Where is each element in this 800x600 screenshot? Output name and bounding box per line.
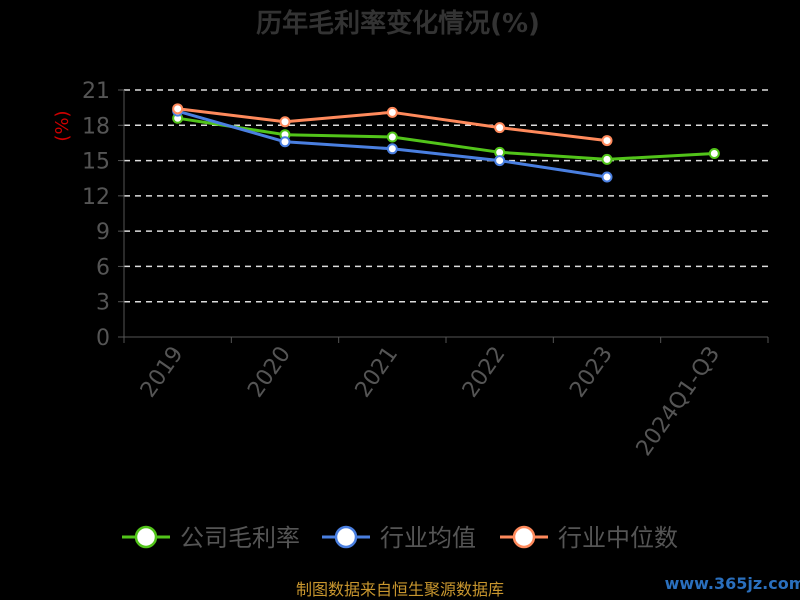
y-tick-label: 3 xyxy=(96,291,110,316)
data-point xyxy=(601,135,613,147)
gridlines xyxy=(124,89,768,303)
y-tick-label: 0 xyxy=(96,326,110,351)
data-point xyxy=(386,143,398,155)
x-tick-label: 2019 xyxy=(136,342,189,402)
legend-item[interactable]: 行业均值 xyxy=(322,524,476,552)
series-lines xyxy=(172,103,720,183)
legend-item[interactable]: 公司毛利率 xyxy=(122,524,300,552)
x-tick-label: 2021 xyxy=(351,342,404,402)
data-point xyxy=(279,116,291,128)
source-note: 制图数据来自恒生聚源数据库 xyxy=(296,580,504,599)
y-tick-label: 18 xyxy=(82,114,110,139)
y-tick-label: 15 xyxy=(82,150,110,175)
legend-item[interactable]: 行业中位数 xyxy=(500,524,678,552)
x-tick-label: 2020 xyxy=(243,342,296,402)
data-point xyxy=(279,136,291,148)
x-tick-label: 2024Q1-Q3 xyxy=(632,342,726,461)
y-axis-label: (%) xyxy=(52,110,73,141)
legend-swatch-marker xyxy=(334,525,358,549)
data-point xyxy=(386,131,398,143)
series-line xyxy=(177,116,715,161)
legend-label: 行业均值 xyxy=(380,524,476,552)
legend-label: 行业中位数 xyxy=(558,524,678,552)
legend[interactable]: 公司毛利率 行业均值 行业中位数 xyxy=(122,524,678,552)
legend-swatch-marker xyxy=(134,525,158,549)
legend-label: 公司毛利率 xyxy=(180,524,300,552)
data-point xyxy=(494,122,506,134)
data-point xyxy=(708,148,720,160)
data-point xyxy=(494,155,506,167)
watermark: www.365jz.com xyxy=(665,574,800,593)
data-point xyxy=(601,171,613,183)
data-point xyxy=(172,103,184,115)
x-tick-label: 2023 xyxy=(565,342,618,402)
data-point xyxy=(601,153,613,165)
axes: 0 3 6 9 12 15 18 21 2019 2020 2021 2022 2023 2024Q1-Q… xyxy=(82,79,769,461)
y-tick-label: 9 xyxy=(96,220,110,245)
x-tick-label: 2022 xyxy=(458,342,511,402)
y-tick-label: 12 xyxy=(82,185,110,210)
y-tick-label: 21 xyxy=(82,79,110,104)
data-point xyxy=(386,106,398,118)
legend-swatch-marker xyxy=(512,525,536,549)
y-tick-label: 6 xyxy=(96,255,110,280)
chart-title: 历年毛利率变化情况(%) xyxy=(256,8,540,39)
